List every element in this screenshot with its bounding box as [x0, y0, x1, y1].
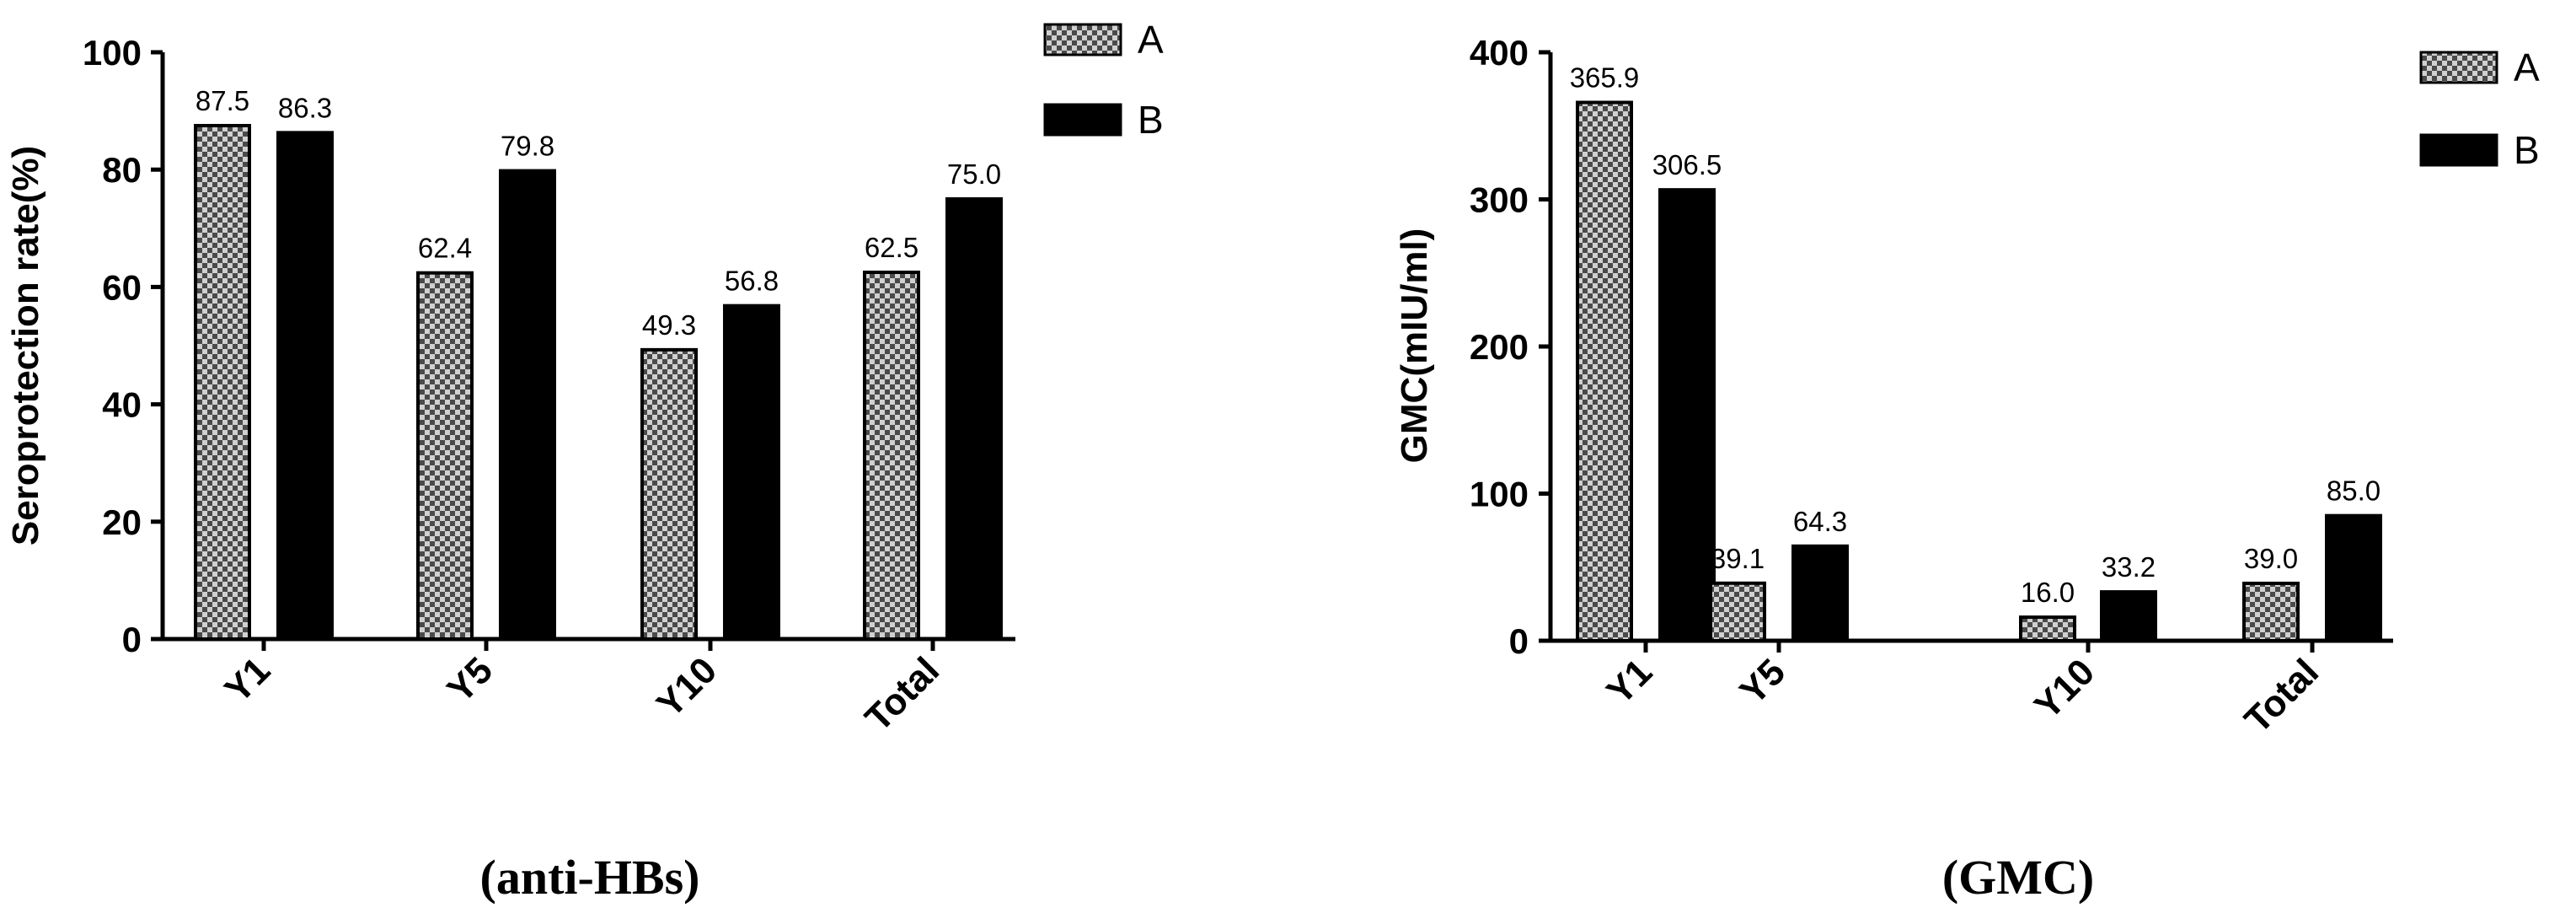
legend-label: A — [1138, 18, 1164, 62]
bar-a-y5 — [416, 271, 474, 641]
data-label: 62.4 — [418, 233, 472, 264]
x-tick-label: Total — [2236, 651, 2327, 741]
data-label: 85.0 — [2327, 475, 2381, 507]
y-axis-label: GMC(mIU/ml) — [1394, 228, 1435, 464]
legend-swatch-b — [1043, 103, 1122, 137]
legend-swatch-b — [2419, 133, 2498, 167]
y-tick-label: 40 — [102, 385, 142, 425]
bar-b-y1 — [1658, 188, 1716, 643]
bar-b-total — [2325, 513, 2382, 642]
data-label: 49.3 — [642, 309, 696, 341]
bar-a-total — [863, 271, 920, 641]
y-tick-label: 100 — [1470, 475, 1529, 514]
bar-b-y1 — [276, 131, 334, 642]
y-tick-label: 20 — [102, 502, 142, 542]
bar-a-y10 — [2019, 615, 2076, 643]
chart-caption: (anti-HBs) — [480, 850, 700, 905]
data-label: 39.1 — [1711, 543, 1765, 574]
data-label: 16.0 — [2021, 577, 2075, 608]
y-tick-label: 60 — [102, 267, 142, 307]
y-axis-label: Seroprotection rate(%) — [5, 146, 46, 545]
legend-label: B — [1138, 98, 1164, 142]
bar-b-y10 — [723, 304, 780, 641]
x-tick-label: Y5 — [1732, 651, 1793, 712]
y-tick-label: 400 — [1470, 33, 1529, 73]
y-tick-label: 200 — [1470, 327, 1529, 367]
x-tick-label: Y1 — [217, 649, 278, 711]
data-label: 75.0 — [947, 158, 1001, 190]
bar-a-y1 — [1576, 100, 1633, 642]
x-tick-label: Total — [857, 649, 947, 739]
bar-b-y10 — [2100, 590, 2157, 642]
data-label: 365.9 — [1570, 62, 1640, 94]
data-label: 86.3 — [278, 92, 332, 123]
y-tick-label: 0 — [122, 620, 142, 659]
legend-swatch-a — [2419, 51, 2498, 84]
data-label: 64.3 — [1793, 506, 1847, 537]
bar-b-y5 — [499, 169, 556, 642]
chart-caption: (GMC) — [1942, 850, 2094, 905]
x-tick-label: Y5 — [439, 649, 501, 711]
bar-a-y10 — [640, 347, 698, 641]
x-tick-label: Y10 — [649, 649, 725, 725]
y-tick-label: 100 — [83, 33, 142, 73]
data-label: 39.0 — [2244, 543, 2298, 574]
bar-b-total — [945, 197, 1003, 641]
data-label: 79.8 — [501, 131, 554, 162]
legend-swatch-a — [1043, 23, 1122, 56]
bar-b-y5 — [1791, 544, 1849, 643]
data-label: 87.5 — [195, 85, 249, 116]
chart-gmc: 0 100 200 300 400 GMC(mIU/ml) 365.9 306.5 Y1 39.1… — [1394, 33, 2540, 905]
x-tick-label: Y1 — [1599, 651, 1660, 712]
y-tick-label: 300 — [1470, 180, 1529, 220]
bar-a-y5 — [1709, 581, 1766, 643]
legend-label: A — [2514, 46, 2540, 89]
data-label: 306.5 — [1652, 149, 1722, 180]
y-tick-label: 0 — [1509, 621, 1529, 661]
chart-anti-hbs: 0 20 40 60 80 100 Seroprotection rate(%) 87.5 86… — [5, 18, 1164, 905]
y-tick-label: 80 — [102, 150, 142, 190]
bar-a-total — [2242, 581, 2300, 643]
bar-a-y1 — [194, 124, 251, 641]
legend-label: B — [2514, 128, 2540, 172]
data-label: 33.2 — [2102, 551, 2156, 583]
x-tick-label: Y10 — [2027, 651, 2102, 727]
data-label: 56.8 — [725, 266, 779, 297]
data-label: 62.5 — [865, 232, 918, 263]
